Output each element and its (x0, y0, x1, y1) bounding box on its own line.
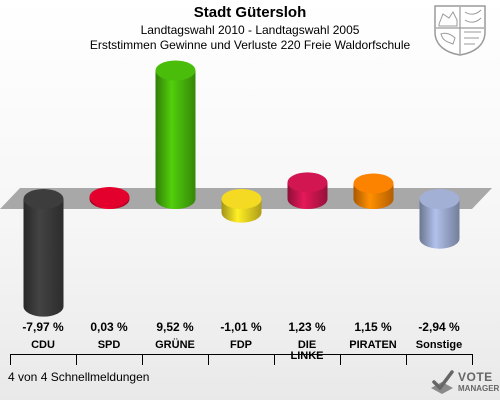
bar-piraten (353, 173, 394, 209)
vote-manager-logo: VOTE MANAGER (428, 366, 500, 398)
axis-tick (76, 354, 77, 365)
bar-gr-ne (155, 60, 196, 209)
value-label: 0,03 % (90, 320, 128, 334)
category-label: FDP (230, 339, 252, 351)
bar-sonstige (419, 189, 460, 249)
category-axis-line (10, 354, 472, 355)
value-label: 9,52 % (156, 320, 194, 334)
category-label: PIRATEN (349, 339, 397, 351)
chart-subtitle-detail: Erststimmen Gewinne und Verluste 220 Fre… (89, 38, 411, 52)
bar-spd (89, 187, 130, 209)
crest-icon (434, 5, 486, 56)
category-label: SPD (97, 339, 121, 351)
category-label: DIE LINKE (290, 339, 324, 362)
value-label: -7,97 % (22, 320, 64, 334)
value-label: 1,23 % (288, 320, 326, 334)
axis-tick (274, 354, 275, 365)
chart-subtitle: Landtagswahl 2010 - Landtagswahl 2005 (140, 23, 360, 37)
logo-text-vote: VOTE (458, 370, 493, 384)
value-label: 1,15 % (354, 320, 392, 334)
logo-text-manager: MANAGER (458, 384, 500, 393)
value-label: -1,01 % (220, 320, 262, 334)
ballot-check-icon (431, 370, 454, 394)
value-label: -2,94 % (418, 320, 460, 334)
bar-die-linke (287, 172, 328, 209)
category-label: CDU (31, 339, 55, 351)
axis-tick (472, 354, 473, 365)
axis-tick (340, 354, 341, 365)
bar-cdu (23, 189, 64, 317)
axis-tick (406, 354, 407, 365)
bar-fdp (221, 189, 262, 223)
chart-title: Stadt Gütersloh (193, 4, 307, 21)
category-label: Sonstige (415, 339, 463, 351)
status-text: 4 von 4 Schnellmeldungen (8, 370, 150, 384)
axis-tick (142, 354, 143, 365)
axis-tick (208, 354, 209, 365)
axis-tick (10, 354, 11, 365)
category-label: GRÜNE (155, 339, 195, 351)
